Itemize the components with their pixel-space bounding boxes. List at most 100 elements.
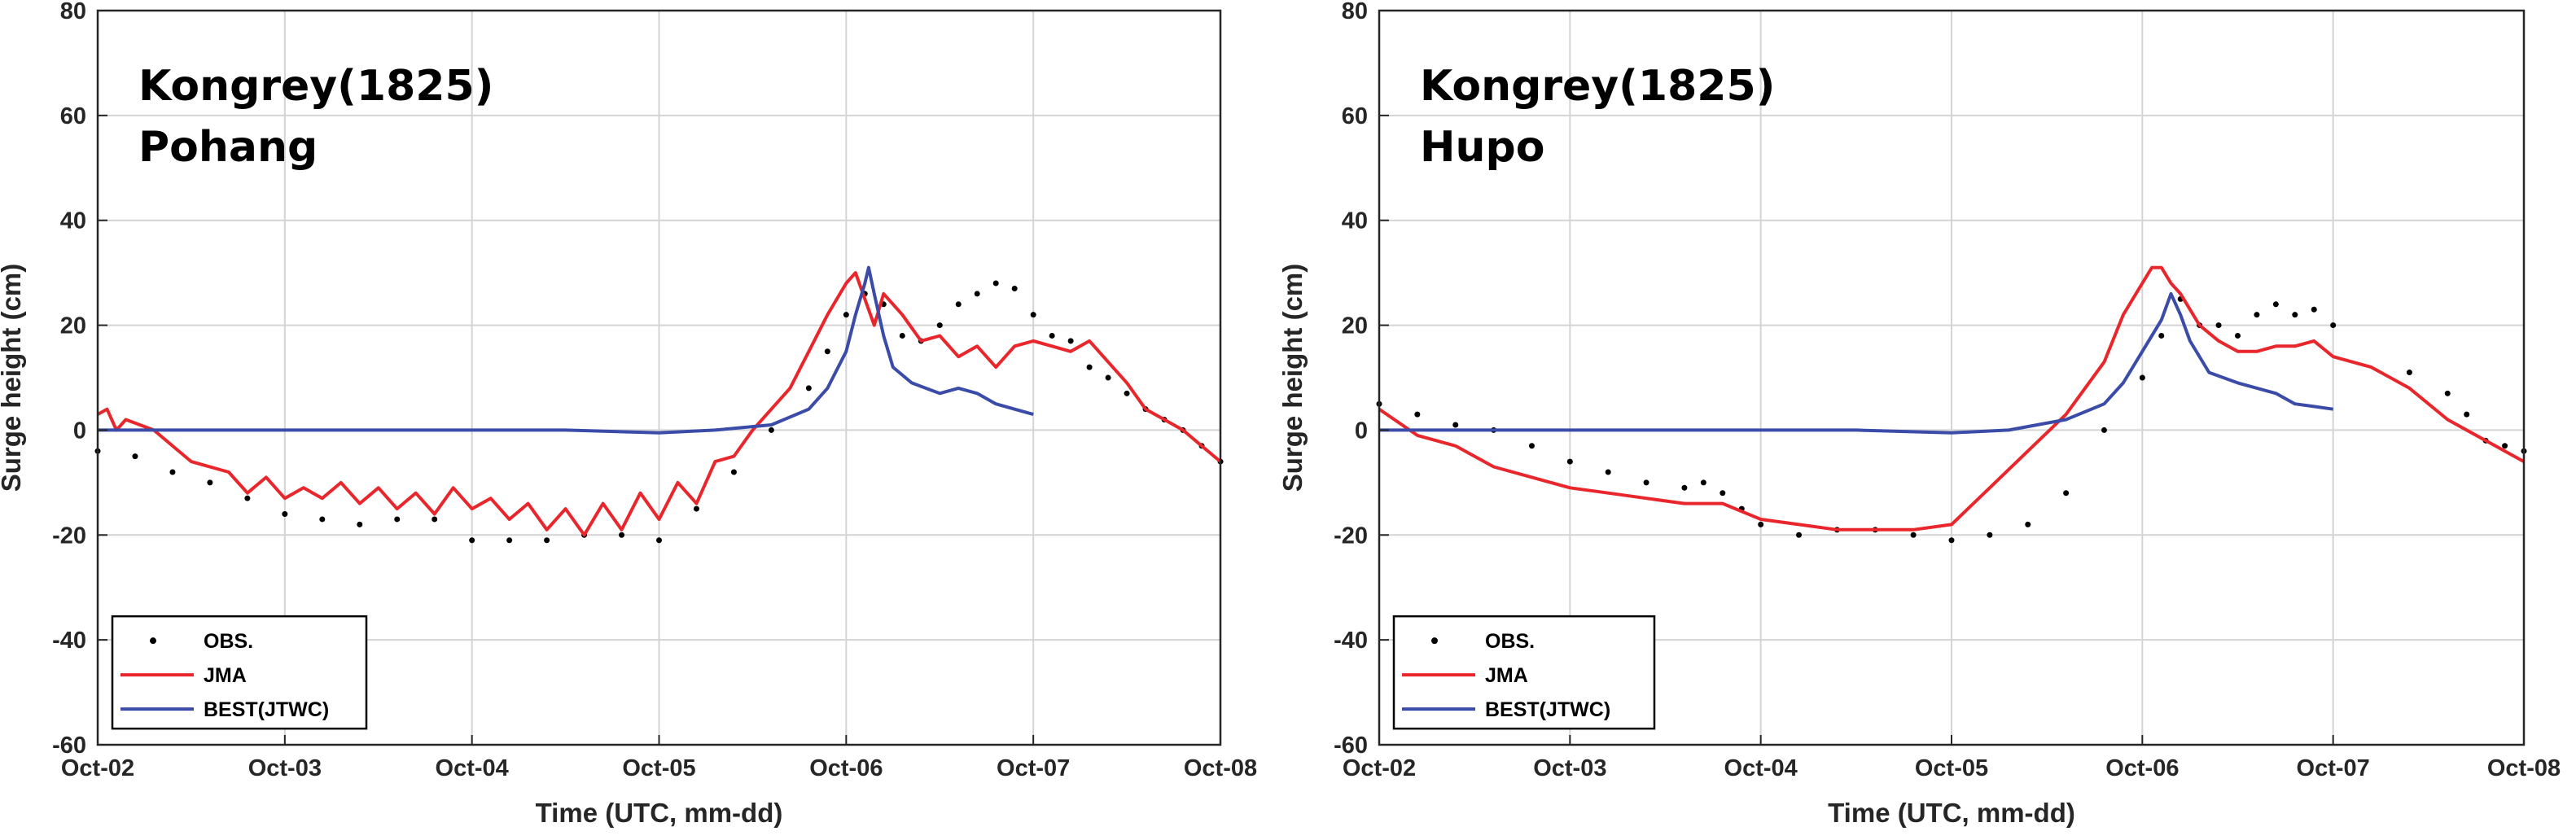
x-tick-label: Oct-04 <box>1724 755 1798 781</box>
data-point <box>132 453 138 460</box>
data-point <box>319 516 326 523</box>
y-tick-label: 40 <box>60 208 86 234</box>
data-point <box>1700 479 1706 486</box>
title-line-1: Kongrey(1825) <box>1420 62 1775 111</box>
data-point <box>432 516 438 523</box>
legend-label-obs: OBS. <box>204 630 253 653</box>
y-tick-label: -20 <box>52 523 86 549</box>
plot-series <box>94 265 1224 544</box>
data-point <box>2406 370 2412 376</box>
data-point <box>2444 390 2451 396</box>
data-point <box>1796 532 1803 538</box>
data-point <box>1414 411 1421 418</box>
data-point <box>936 322 943 329</box>
data-point <box>1049 332 1055 339</box>
data-point <box>1452 422 1459 428</box>
data-point <box>2139 374 2145 381</box>
data-point <box>2272 301 2279 308</box>
plot-series <box>1376 265 2527 544</box>
data-point <box>244 495 251 501</box>
data-point <box>656 537 662 544</box>
x-tick-label: Oct-08 <box>2487 755 2561 781</box>
data-point <box>1011 285 1018 291</box>
data-point <box>730 469 737 475</box>
y-tick-label: 0 <box>1355 418 1368 444</box>
y-tick-label: 80 <box>1342 0 1368 24</box>
y-tick-label: 60 <box>60 103 86 129</box>
data-point <box>955 301 962 308</box>
data-point <box>1948 537 1955 544</box>
data-point <box>2311 306 2317 313</box>
tick-labels: Oct-02 Oct-03 Oct-04 Oct-05 Oct-06 Oct-07 Oct-… <box>52 0 1257 781</box>
data-point <box>1720 490 1726 497</box>
chart-pohang: Oct-02 Oct-03 Oct-04 Oct-05 Oct-06 Oct-07 Oct-… <box>0 0 1257 828</box>
x-tick-label: Oct-05 <box>1915 755 1988 781</box>
legend-label-best: BEST(JTWC) <box>1485 698 1610 721</box>
legend-obs-marker <box>1431 637 1438 645</box>
data-point <box>1643 479 1649 486</box>
x-tick-label: Oct-02 <box>61 755 134 781</box>
data-point <box>207 479 213 486</box>
x-tick-label: Oct-06 <box>2105 755 2179 781</box>
data-point <box>1105 374 1111 381</box>
data-point <box>2292 312 2298 318</box>
y-tick-label: 0 <box>73 418 86 444</box>
y-tick-label: 40 <box>1342 208 1368 234</box>
data-point <box>169 469 176 475</box>
title-line-1: Kongrey(1825) <box>138 62 493 111</box>
x-tick-label: Oct-05 <box>622 755 695 781</box>
x-tick-label: Oct-07 <box>2297 755 2370 781</box>
data-point <box>1758 521 1764 527</box>
legend: OBS. JMA BEST(JTWC) <box>1392 615 1656 730</box>
data-point <box>2215 322 2222 329</box>
data-point <box>2464 411 2470 418</box>
data-point <box>1086 364 1093 370</box>
y-tick-label: -40 <box>1334 628 1368 654</box>
data-point <box>1067 338 1074 344</box>
x-tick-label: Oct-03 <box>1533 755 1606 781</box>
data-point <box>2101 427 2107 433</box>
data-point <box>1910 532 1917 538</box>
y-tick-label: 20 <box>60 313 86 339</box>
y-tick-label: 60 <box>1342 103 1368 129</box>
data-point <box>899 332 905 339</box>
data-point <box>768 427 774 433</box>
legend: OBS. JMA BEST(JTWC) <box>111 615 368 730</box>
data-point <box>506 537 513 544</box>
data-point <box>2254 312 2260 318</box>
x-tick-label: Oct-02 <box>1343 755 1416 781</box>
data-point <box>1528 443 1535 449</box>
y-axis-label: Surge height (cm) <box>1277 264 1308 492</box>
data-point <box>805 385 812 392</box>
data-point <box>2158 332 2165 339</box>
data-point <box>824 348 830 355</box>
x-tick-label: Oct-04 <box>436 755 509 781</box>
data-point <box>2502 443 2508 449</box>
y-tick-label: -20 <box>1334 523 1368 549</box>
data-point <box>1566 458 1573 465</box>
legend-label-jma: JMA <box>1485 664 1528 687</box>
data-point <box>394 516 401 523</box>
legend-label-jma: JMA <box>204 664 247 687</box>
data-point <box>1124 390 1130 396</box>
title-line-2: Hupo <box>1420 123 1545 172</box>
y-tick-label: 20 <box>1342 313 1368 339</box>
x-tick-label: Oct-07 <box>997 755 1070 781</box>
data-point <box>2235 332 2241 339</box>
series-best-line <box>1379 291 2333 435</box>
data-point <box>1987 532 1993 538</box>
data-point <box>1605 469 1611 475</box>
y-axis-label: Surge height (cm) <box>0 264 26 492</box>
data-point <box>1681 484 1688 491</box>
y-tick-label: -40 <box>52 628 86 654</box>
data-point <box>2330 322 2337 329</box>
x-tick-label: Oct-03 <box>248 755 322 781</box>
series-best-line <box>98 265 1034 435</box>
data-point <box>693 505 699 512</box>
data-point <box>619 532 625 538</box>
data-point <box>282 511 288 518</box>
y-tick-label: -60 <box>52 733 86 759</box>
legend-obs-marker <box>150 637 156 645</box>
data-point <box>2063 490 2070 497</box>
